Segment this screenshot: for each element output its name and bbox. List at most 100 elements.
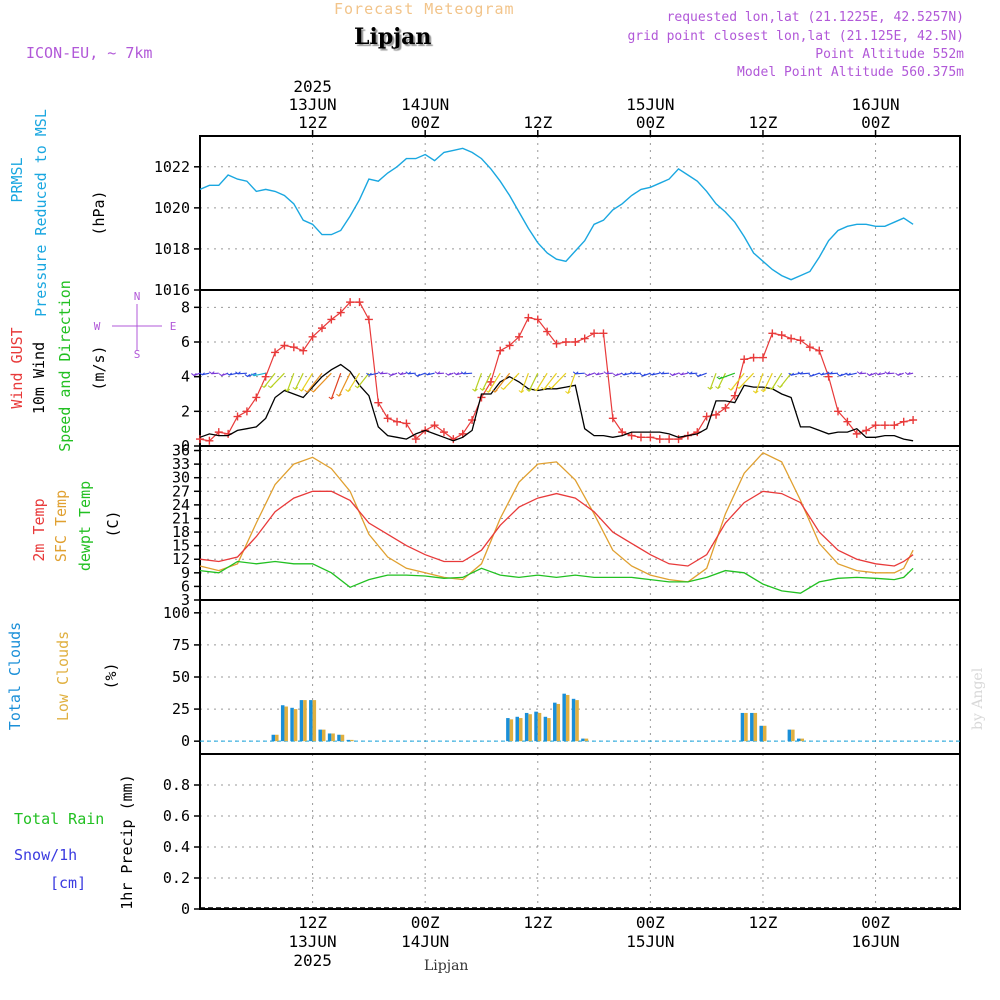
gust-marker — [852, 429, 861, 438]
wind-barb-head — [526, 388, 532, 392]
y-tick-label: 0 — [181, 732, 190, 750]
y-tick-label: 1018 — [154, 240, 190, 258]
y-tick-label: 3 — [181, 591, 190, 609]
gust-marker — [486, 377, 495, 386]
wind-barb — [800, 372, 810, 375]
wind-barb-head — [244, 374, 251, 378]
wind-barb-head — [445, 372, 451, 376]
wind-barb-head — [518, 390, 525, 394]
gust-marker — [393, 417, 402, 426]
wind-barb — [263, 372, 276, 388]
y-tick-label: 1022 — [154, 158, 190, 176]
wind-barb-head — [424, 372, 431, 376]
wind-barb-head — [695, 373, 702, 377]
low-cloud-bar — [762, 725, 767, 742]
gust-marker — [261, 372, 270, 381]
wind-barb — [779, 372, 792, 388]
dewpt-line — [199, 560, 914, 594]
wind-barb-head — [226, 372, 233, 376]
wind-barb-head — [752, 390, 759, 394]
wind-barb — [791, 372, 801, 376]
wind-barb-head — [875, 372, 881, 376]
gust-marker — [374, 398, 383, 407]
total-cloud-bar — [581, 738, 585, 742]
clouds-ylabel-total: Total Clouds — [6, 622, 24, 730]
y-tick-label: 0 — [181, 437, 190, 455]
wind-barb-head — [565, 391, 571, 395]
wind-barb-head — [728, 387, 734, 391]
wind-barb — [535, 372, 548, 391]
gust-marker — [636, 433, 645, 442]
gust-marker — [815, 346, 824, 355]
gust-marker — [721, 403, 730, 412]
wind-barb-head — [572, 371, 579, 375]
wind-barb — [596, 372, 604, 376]
y-tick-label: 8 — [181, 298, 190, 316]
wind-barb — [474, 372, 483, 392]
wind-barb — [738, 372, 755, 389]
gust-marker — [862, 426, 871, 435]
gust-marker — [317, 324, 326, 333]
wind-barb-head — [453, 372, 460, 376]
low-cloud-bar — [509, 719, 514, 742]
wind-unit: (m/s) — [90, 345, 108, 390]
wind-barb-head — [548, 385, 555, 389]
temp2m-line — [199, 490, 914, 567]
wind-barb — [847, 372, 857, 376]
low-cloud-bar — [753, 712, 758, 742]
wind-barb-head — [218, 373, 225, 377]
y-tick-label: 0.6 — [163, 807, 190, 825]
bottom-time-label: 14JUN — [401, 932, 449, 951]
y-tick-label: 30 — [172, 469, 190, 487]
low-cloud-bar — [275, 734, 279, 742]
temp-ylabel-2m: 2m Temp — [30, 498, 48, 561]
low-cloud-bar — [284, 706, 288, 742]
low-cloud-bar — [800, 738, 804, 742]
top-time-label: 12Z — [523, 113, 552, 132]
gust-marker — [777, 331, 786, 340]
wind-barb — [294, 372, 304, 390]
wind-barb-head — [328, 396, 335, 400]
precip-label-rain: Total Rain — [14, 810, 104, 828]
wind-barb-head — [808, 373, 815, 377]
temp-ylabel-dewpt: dewpt Temp — [76, 481, 94, 571]
wind-barb-head — [895, 372, 901, 376]
wind-barb-head — [405, 371, 412, 375]
wind-barb-head — [678, 372, 684, 376]
wind-barb-head — [298, 388, 305, 392]
wind-barb-head — [658, 371, 665, 375]
low-cloud-bar — [519, 718, 523, 742]
bottom-time-label: 12Z — [749, 913, 778, 932]
precip-unit: 1hr Precip (mm) — [118, 774, 136, 909]
wind-barb — [237, 372, 247, 375]
gust-marker — [252, 393, 261, 402]
low-cloud-bar — [340, 734, 345, 742]
wind-barb-head — [191, 373, 197, 377]
gust-marker — [571, 338, 580, 346]
gust-marker — [533, 315, 542, 324]
wind-barb-head — [777, 384, 783, 389]
pressure-unit: (hPa) — [90, 190, 108, 235]
wind-barb-head — [310, 389, 317, 393]
gust-line — [199, 301, 914, 442]
gust-marker — [364, 315, 373, 324]
wind-barb-head — [788, 372, 795, 376]
gust-marker — [834, 407, 843, 416]
wind-barb-head — [354, 385, 361, 389]
wind-barb-head — [345, 389, 351, 393]
y-tick-label: 9 — [181, 564, 190, 582]
bottom-time-label: 13JUN — [289, 932, 337, 951]
panel-frame — [199, 753, 961, 910]
wind-barb-head — [837, 373, 843, 377]
precip-label-cm: [cm] — [50, 874, 86, 892]
wind-barb — [632, 372, 642, 375]
total-cloud-bar — [271, 734, 276, 742]
wind-barb-head — [856, 371, 863, 375]
wind-barb-head — [686, 371, 693, 375]
temp-ylabel-sfc: SFC Temp — [52, 490, 70, 562]
wind-barb — [771, 372, 783, 390]
y-tick-label: 4 — [181, 368, 190, 386]
wind-barb-head — [904, 371, 911, 375]
wind-barb-head — [669, 373, 676, 377]
y-tick-label: 24 — [172, 496, 190, 514]
